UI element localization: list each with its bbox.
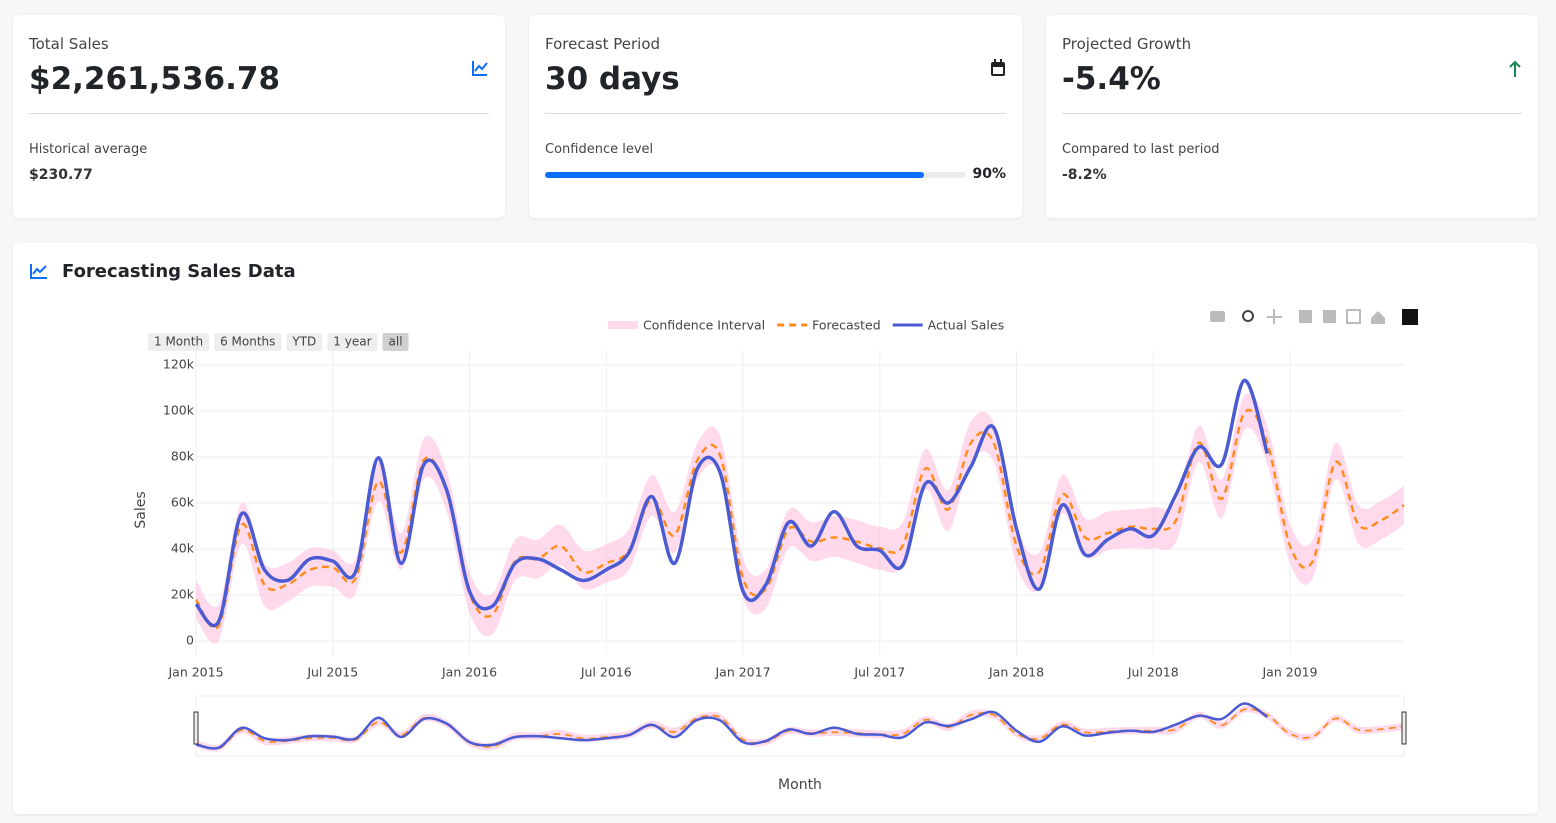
range-button[interactable]: 1 Month: [148, 333, 210, 351]
progress-track: [545, 172, 966, 178]
reset-icon[interactable]: [1371, 311, 1385, 324]
y-axis-label: Sales: [133, 491, 149, 528]
range-button[interactable]: 6 Months: [214, 333, 282, 351]
range-button-label: YTD: [291, 335, 316, 349]
card-value: -5.4%: [1062, 61, 1161, 97]
confidence-band: [196, 705, 1404, 752]
progress-bar: [545, 172, 924, 178]
range-button-label: 6 Months: [220, 335, 275, 349]
card-subvalue: $230.77: [29, 167, 93, 183]
autoscale-icon[interactable]: [1346, 309, 1361, 324]
range-button-bg: [148, 333, 210, 351]
y-tick-label: 80k: [171, 448, 195, 463]
arrow-up-icon: [1509, 60, 1521, 77]
range-button-label: 1 year: [333, 335, 371, 349]
pan-icon[interactable]: [1267, 309, 1282, 324]
range-button-bg: [327, 333, 378, 351]
x-tick-label: Jul 2018: [1127, 665, 1179, 680]
calendar-icon: [991, 59, 1005, 76]
card: Forecast Period 30 days Confidence level…: [529, 15, 1022, 218]
divider: [29, 113, 489, 114]
range-button-label: all: [389, 335, 403, 349]
x-tick-label: Jan 2016: [441, 665, 497, 680]
range-button-bg: [214, 333, 282, 351]
slider-handle[interactable]: [1401, 711, 1407, 745]
card-subvalue: -8.2%: [1062, 167, 1107, 183]
legend-label: Confidence Interval: [643, 318, 765, 333]
card-subtitle: Historical average: [29, 142, 148, 157]
card-value: 30 days: [545, 61, 680, 97]
card: Projected Growth -5.4% Compared to last …: [1046, 15, 1538, 218]
divider: [545, 113, 1006, 114]
series-line: [194, 378, 1269, 628]
plotly-logo[interactable]: [1402, 309, 1418, 325]
y-tick-label: 0: [186, 633, 194, 648]
chart-icon: [472, 61, 488, 76]
zoom-out-icon[interactable]: [1323, 310, 1336, 323]
slider-handle[interactable]: [193, 711, 199, 745]
legend-label: Actual Sales: [928, 318, 1004, 333]
progress-label: 90%: [972, 166, 1006, 182]
modebar: [1210, 309, 1418, 325]
x-tick-label: Jul 2015: [306, 665, 358, 680]
range-button[interactable]: 1 year: [327, 333, 378, 351]
confidence-band: [196, 393, 1404, 644]
chart-icon: [30, 264, 47, 279]
range-button-bg: [286, 333, 323, 351]
panel-title: Forecasting Sales Data: [62, 261, 296, 282]
legend-swatch: [608, 321, 638, 329]
x-tick-label: Jan 2017: [714, 665, 770, 680]
card: Total Sales $2,261,536.78 Historical ave…: [13, 15, 505, 218]
x-tick-label: Jul 2016: [580, 665, 632, 680]
y-tick-label: 120k: [163, 356, 195, 371]
series-line: [195, 702, 1268, 750]
card-subtitle: Confidence level: [545, 142, 654, 157]
range-button-label: 1 Month: [154, 335, 203, 349]
x-axis-label: Month: [778, 777, 822, 793]
x-tick-label: Jan 2015: [167, 665, 223, 680]
x-tick-label: Jan 2019: [1262, 665, 1318, 680]
range-button[interactable]: all: [382, 333, 409, 351]
legend-label: Forecasted: [812, 318, 881, 333]
zoom-in-icon[interactable]: [1299, 310, 1312, 323]
range-button-bg: [382, 333, 409, 351]
divider: [1062, 113, 1522, 114]
card-title: Total Sales: [29, 35, 109, 53]
x-tick-label: Jul 2017: [853, 665, 905, 680]
y-tick-label: 20k: [171, 587, 195, 602]
y-tick-label: 100k: [163, 402, 195, 417]
card-value: $2,261,536.78: [29, 61, 281, 97]
y-tick-label: 40k: [171, 541, 195, 556]
range-button[interactable]: YTD: [286, 333, 323, 351]
x-tick-label: Jan 2018: [988, 665, 1044, 680]
card-title: Forecast Period: [545, 35, 661, 53]
camera-icon[interactable]: [1210, 311, 1225, 322]
card-title: Projected Growth: [1062, 35, 1192, 53]
y-tick-label: 60k: [171, 495, 195, 510]
card-subtitle: Compared to last period: [1062, 142, 1220, 157]
zoom-icon[interactable]: [1242, 310, 1254, 322]
